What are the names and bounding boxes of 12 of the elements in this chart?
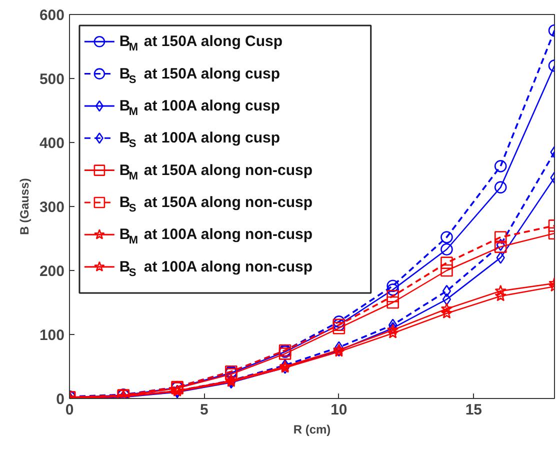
y-tick-label: 300 bbox=[39, 199, 65, 216]
x-tick-label: 15 bbox=[465, 402, 482, 418]
x-tick-label: 5 bbox=[200, 402, 208, 418]
y-tick-label: 600 bbox=[39, 7, 65, 24]
x-axis-title: R (cm) bbox=[293, 422, 331, 436]
y-tick-label: 500 bbox=[39, 71, 65, 88]
y-tick-label: 400 bbox=[39, 135, 65, 152]
x-tick-label: 10 bbox=[330, 402, 348, 418]
y-axis-title: B (Gauss) bbox=[17, 178, 32, 235]
y-tick-label: 100 bbox=[39, 327, 65, 344]
y-tick-label: 0 bbox=[56, 391, 64, 408]
y-tick-label: 200 bbox=[39, 263, 65, 280]
